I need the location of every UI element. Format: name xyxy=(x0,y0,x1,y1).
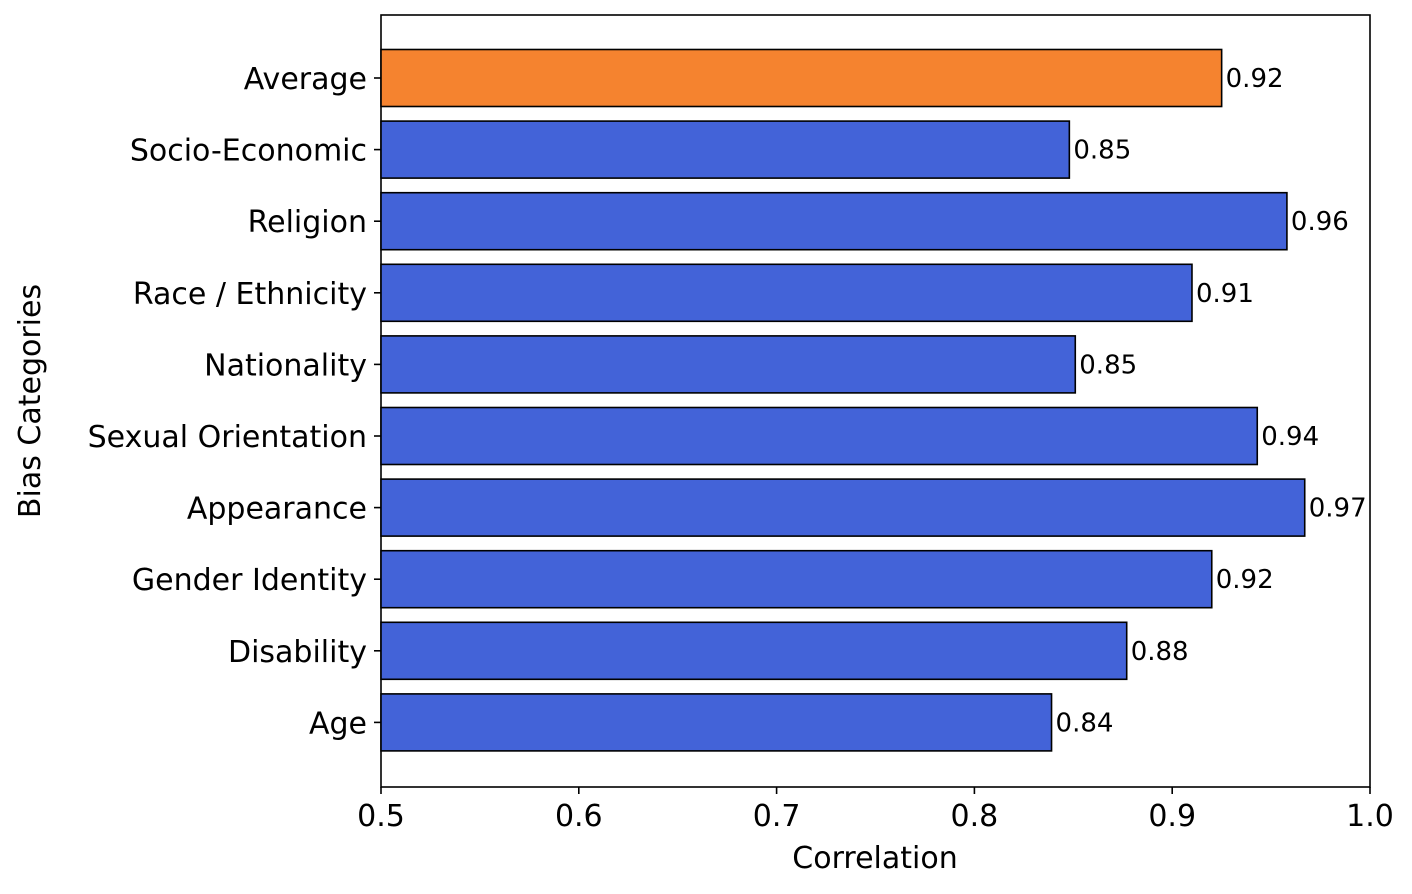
bar xyxy=(380,549,1213,609)
bar xyxy=(380,191,1288,251)
x-tick-label: 0.5 xyxy=(357,799,405,834)
y-tick-label: Age xyxy=(309,706,367,741)
y-tick-label: Race / Ethnicity xyxy=(133,277,367,312)
data-label: 0.84 xyxy=(1056,708,1114,738)
data-label: 0.94 xyxy=(1261,422,1319,452)
ticks-layer: Average Socio-Economic Religion Race / Ethn… xyxy=(88,62,1394,834)
x-tick-label: 0.6 xyxy=(555,799,603,834)
data-label: 0.85 xyxy=(1073,136,1131,166)
y-tick-label: Average xyxy=(244,62,367,97)
data-label: 0.97 xyxy=(1309,494,1367,524)
bar xyxy=(380,335,1077,394)
bar xyxy=(380,621,1128,681)
y-tick-label: Gender Identity xyxy=(132,563,367,598)
bar xyxy=(380,406,1259,466)
y-tick-label: Socio-Economic xyxy=(130,134,367,169)
bars-layer: 0.92 0.85 0.96 0.91 0.85 0.94 0.97 0.92 0.88 0.84 xyxy=(380,48,1367,752)
y-tick-label: Religion xyxy=(248,205,367,240)
x-tick-label: 1.0 xyxy=(1346,799,1394,834)
data-label: 0.92 xyxy=(1226,64,1284,94)
data-label: 0.91 xyxy=(1196,279,1254,309)
data-label: 0.96 xyxy=(1291,207,1349,237)
plot-frame xyxy=(380,14,1371,788)
data-label: 0.88 xyxy=(1131,637,1189,667)
y-axis-title: Bias Categories xyxy=(13,284,48,518)
y-tick-label: Nationality xyxy=(204,348,367,383)
x-axis-title: Correlation xyxy=(792,841,957,876)
bar xyxy=(380,120,1071,179)
x-tick-label: 0.8 xyxy=(951,799,999,834)
bar xyxy=(380,478,1306,537)
x-tick-label: 0.9 xyxy=(1148,799,1196,834)
data-label: 0.85 xyxy=(1079,350,1137,380)
y-tick-label: Sexual Orientation xyxy=(88,420,367,455)
x-tick-label: 0.7 xyxy=(753,799,801,834)
data-label: 0.92 xyxy=(1216,565,1274,595)
bar xyxy=(380,48,1223,108)
bar xyxy=(380,693,1053,752)
bar xyxy=(380,263,1193,323)
y-tick-label: Appearance xyxy=(187,492,367,527)
y-tick-label: Disability xyxy=(228,635,367,670)
